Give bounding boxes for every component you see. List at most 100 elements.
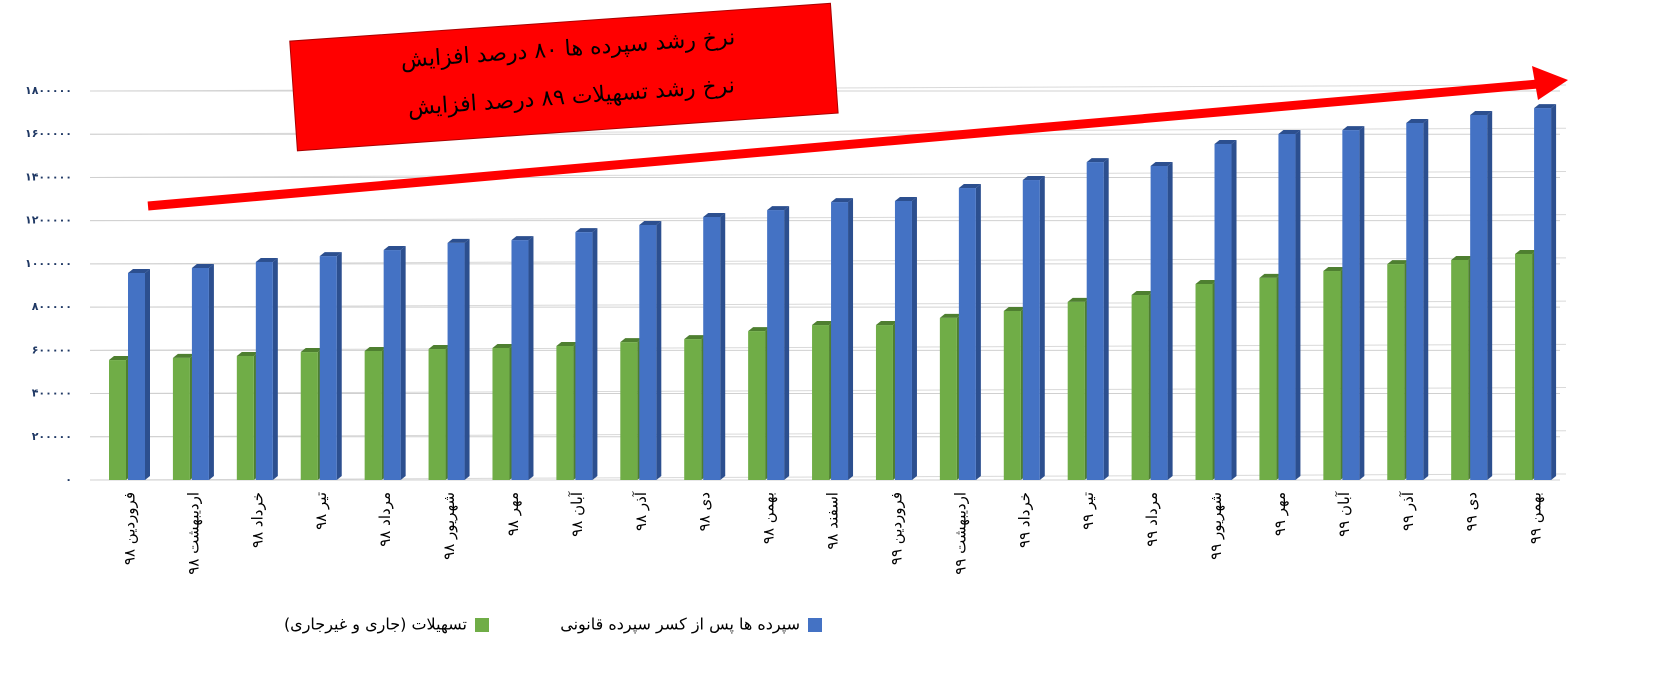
bar bbox=[1003, 307, 1026, 480]
grid-line bbox=[89, 170, 1567, 178]
bar bbox=[492, 343, 515, 480]
x-tick-label: آبان ۹۹ bbox=[1335, 491, 1353, 537]
bar-front bbox=[511, 240, 529, 480]
x-tick-label: اردیبهشت ۹۹ bbox=[951, 492, 969, 575]
bar-front bbox=[1131, 295, 1149, 480]
bar bbox=[556, 342, 579, 480]
bar-top bbox=[511, 236, 534, 241]
bar bbox=[1534, 104, 1557, 480]
bar-side bbox=[1295, 130, 1301, 480]
bar-top bbox=[1534, 104, 1557, 109]
x-tick-label: اسفند ۹۸ bbox=[824, 492, 842, 550]
bar-side bbox=[528, 236, 534, 480]
bar-front bbox=[1515, 253, 1533, 480]
bar-top bbox=[255, 257, 278, 262]
bar-top bbox=[894, 197, 917, 202]
bar-front bbox=[1406, 122, 1424, 481]
bar bbox=[1067, 297, 1090, 480]
x-tick-label: فروردین ۹۹ bbox=[887, 492, 905, 565]
bar-top bbox=[1003, 307, 1026, 312]
bar-top bbox=[1342, 126, 1365, 131]
y-tick-label: ۱۲۰۰۰۰۰ bbox=[25, 214, 72, 227]
bar bbox=[1387, 260, 1410, 480]
bar-top bbox=[1131, 291, 1154, 296]
bar bbox=[1086, 158, 1109, 480]
bar-front bbox=[383, 250, 401, 480]
bar-top bbox=[319, 252, 342, 257]
bar bbox=[447, 238, 470, 480]
bar-top bbox=[620, 338, 643, 343]
bar-front bbox=[1214, 143, 1232, 481]
bar-top bbox=[1195, 279, 1218, 284]
bar bbox=[128, 268, 150, 480]
bar-top bbox=[831, 198, 854, 203]
x-tick-label: آذر ۹۹ bbox=[1399, 491, 1417, 531]
bar-top bbox=[556, 342, 579, 347]
bar bbox=[109, 356, 131, 480]
bar-top bbox=[172, 353, 195, 358]
bar-side bbox=[336, 252, 342, 480]
x-tick-label: مهر ۹۸ bbox=[504, 492, 522, 536]
bar-front bbox=[319, 256, 337, 480]
bar bbox=[172, 353, 195, 480]
bar-side bbox=[1359, 126, 1365, 480]
bar bbox=[894, 197, 917, 480]
bar-top bbox=[958, 184, 981, 189]
bar-front bbox=[894, 201, 912, 480]
bar-top bbox=[748, 327, 771, 332]
bar-front bbox=[447, 242, 465, 480]
bar-side bbox=[975, 184, 981, 481]
bar bbox=[300, 348, 323, 480]
bar-top bbox=[109, 356, 131, 361]
x-tick-label: مرداد ۹۹ bbox=[1143, 492, 1161, 547]
bar bbox=[575, 228, 598, 480]
bar-front bbox=[1342, 130, 1360, 481]
bar-front bbox=[1323, 271, 1341, 480]
bar-side bbox=[911, 197, 917, 480]
grid-line bbox=[89, 214, 1567, 222]
bar-front bbox=[300, 352, 318, 480]
bar-front bbox=[1067, 301, 1085, 480]
bar-front bbox=[1470, 114, 1488, 480]
bar-front bbox=[1086, 162, 1104, 480]
bar-top bbox=[300, 348, 323, 353]
y-tick-label: ۲۰۰۰۰۰ bbox=[32, 430, 72, 443]
bar-top bbox=[875, 321, 898, 326]
legend: تسهیلات (جاری و غیرجاری) سپرده ها پس از ک… bbox=[284, 615, 822, 635]
bars: فروردین ۹۸ اردیبهشت ۹۸ خرداد ۹۸ تیر ۹۸ مرداد… bbox=[109, 104, 1557, 575]
bar-front bbox=[109, 360, 126, 480]
bar bbox=[364, 346, 387, 480]
x-tick-label: آذر ۹۸ bbox=[632, 491, 650, 531]
y-tick-label: ۶۰۰۰۰۰ bbox=[32, 343, 72, 356]
bar bbox=[428, 345, 451, 480]
bar-side bbox=[784, 206, 790, 481]
bar-front bbox=[958, 188, 976, 481]
bar-top bbox=[639, 220, 662, 225]
bar bbox=[1150, 161, 1173, 481]
bar bbox=[1022, 176, 1045, 480]
bar-top bbox=[1323, 267, 1346, 272]
bar-side bbox=[1487, 110, 1493, 480]
bar bbox=[812, 321, 835, 480]
bar-front bbox=[1195, 283, 1213, 480]
bar-top bbox=[1022, 176, 1045, 181]
bar-side bbox=[1167, 161, 1173, 481]
bar bbox=[748, 327, 771, 480]
bar-top bbox=[1259, 273, 1282, 278]
bar-top bbox=[1214, 139, 1237, 144]
bar bbox=[684, 335, 707, 480]
bar bbox=[875, 321, 898, 480]
bar-top bbox=[1470, 110, 1493, 115]
bar bbox=[1323, 267, 1346, 480]
bar-front bbox=[575, 232, 593, 480]
bar-front bbox=[703, 216, 721, 480]
bar bbox=[191, 263, 214, 480]
bar-front bbox=[831, 202, 849, 480]
bar-top bbox=[1451, 255, 1474, 260]
bar-front bbox=[639, 224, 657, 480]
bar bbox=[1470, 110, 1493, 480]
x-tick-label: تیر ۹۹ bbox=[1079, 492, 1097, 530]
bar-front bbox=[236, 355, 254, 480]
bar-top bbox=[492, 343, 515, 348]
legend-swatch bbox=[475, 618, 489, 632]
